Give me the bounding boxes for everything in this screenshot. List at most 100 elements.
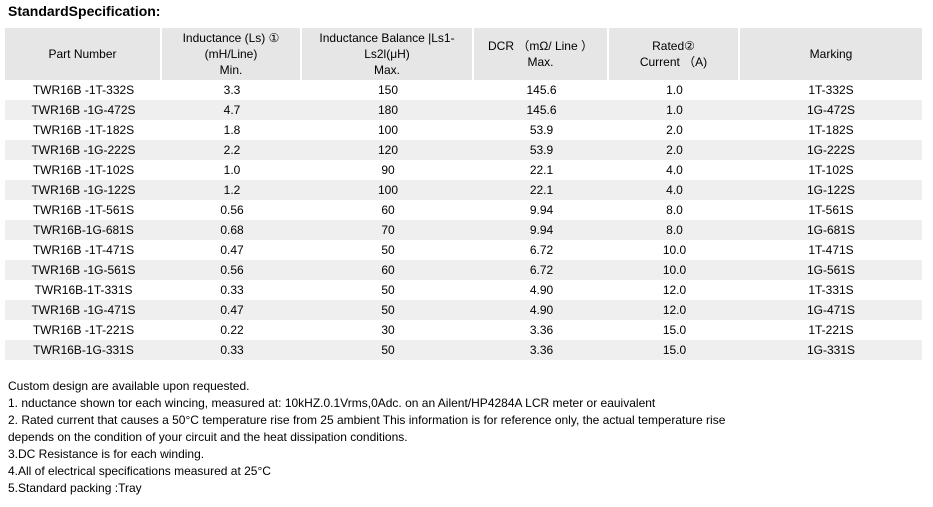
table-cell: 1T-561S [808, 203, 854, 217]
table-row: TWR16B-1T-331S 0.33 50 4.90 12.0 1T-331S [5, 280, 922, 300]
table-cell: 1G-331S [806, 343, 856, 357]
table-cell: 1G-222S [806, 143, 856, 157]
header-cell: Marking [740, 28, 922, 80]
header-line: Ls2l(μH) [364, 47, 410, 61]
table-cell: 12.0 [662, 303, 687, 317]
header-line: Inductance (Ls) ① [182, 31, 280, 45]
table-cell: 4.90 [529, 303, 554, 317]
table-cell: TWR16B -1T-561S [32, 203, 135, 217]
table-cell: 180 [377, 103, 399, 117]
table-cell: 1G-561S [806, 263, 856, 277]
header-line: Current （A) [639, 55, 708, 69]
table-row: TWR16B -1T-182S 1.8 100 53.9 2.0 1T-182S [5, 120, 922, 140]
table-cell: 0.22 [220, 323, 244, 337]
table-cell: 1G-681S [806, 223, 856, 237]
title: StandardSpecification: [8, 3, 161, 19]
header-line: (mH/Line) [204, 47, 258, 61]
table-cell: TWR16B -1T-102S [32, 163, 135, 177]
note-line: 1. nductance shown tor each wincing, mea… [8, 396, 656, 410]
table-cell: 6.72 [529, 243, 554, 257]
table-row: TWR16B -1G-472S 4.7 180 145.6 1.0 1G-472S [5, 100, 922, 120]
table-row: TWR16B -1T-221S 0.22 30 3.36 15.0 1T-221S [5, 320, 922, 340]
table-cell: 1G-472S [806, 103, 856, 117]
table-cell: 2.0 [666, 143, 683, 157]
header-cell: DCR （mΩ/ Line ） Max. [474, 28, 609, 80]
header-line: Part Number [48, 47, 117, 61]
note-line: Custom design are available upon request… [8, 379, 250, 393]
table-cell: TWR16B -1G-222S [31, 143, 136, 157]
table-cell: 120 [377, 143, 399, 157]
table-cell: 9.94 [529, 203, 554, 217]
table-row: TWR16B-1G-331S 0.33 50 3.36 15.0 1G-331S [5, 340, 922, 360]
table-cell: 4.90 [529, 283, 554, 297]
table-cell: 145.6 [526, 103, 557, 117]
table-cell: 60 [381, 203, 395, 217]
table-row: TWR16B-1G-681S 0.68 70 9.94 8.0 1G-681S [5, 220, 922, 240]
header-line: DCR （mΩ/ Line ） [488, 39, 593, 53]
table-cell: 50 [381, 283, 395, 297]
table-cell: 10.0 [662, 263, 687, 277]
table-cell: 145.6 [526, 83, 557, 97]
header-cell: Inductance Balance |Ls1- Ls2l(μH) Max. [302, 28, 474, 80]
note-line: 2. Rated current that causes a 50°C temp… [8, 413, 726, 427]
table-cell: 15.0 [662, 343, 687, 357]
table-cell: 3.3 [223, 83, 241, 97]
table-cell: TWR16B-1G-331S [33, 343, 134, 357]
table-cell: 22.1 [529, 163, 554, 177]
table-row: TWR16B -1G-471S 0.47 50 4.90 12.0 1G-471S [5, 300, 922, 320]
spec-table: Part Number Inductance (Ls) ① (mH/Line) Min… [5, 28, 922, 360]
table-cell: 4.0 [666, 163, 683, 177]
table-cell: 1.0 [223, 163, 241, 177]
table-cell: TWR16B-1G-681S [33, 223, 134, 237]
table-cell: 1T-102S [808, 163, 854, 177]
header-line: Inductance Balance |Ls1- [319, 31, 455, 45]
header-line: Rated② [652, 39, 695, 53]
table-cell: 50 [381, 343, 395, 357]
header-cell: Rated② Current （A) [609, 28, 740, 80]
table-row: TWR16B -1T-332S 3.3 150 145.6 1.0 1T-332S [5, 80, 922, 100]
table-cell: 30 [381, 323, 395, 337]
table-cell: TWR16B -1G-471S [31, 303, 136, 317]
table-cell: 0.47 [220, 303, 244, 317]
table-row: TWR16B -1G-222S 2.2 120 53.9 2.0 1G-222S [5, 140, 922, 160]
note-line: 5.Standard packing :Tray [8, 481, 142, 495]
table-cell: 0.33 [220, 343, 244, 357]
table-cell: 100 [377, 123, 399, 137]
table-cell: 1.2 [223, 183, 241, 197]
table-cell: TWR16B -1G-122S [31, 183, 136, 197]
table-cell: 2.2 [223, 143, 241, 157]
table-cell: 1T-221S [808, 323, 854, 337]
header-cell: Inductance (Ls) ① (mH/Line) Min. [162, 28, 302, 80]
table-cell: 0.33 [220, 283, 244, 297]
table-row: TWR16B -1T-561S 0.56 60 9.94 8.0 1T-561S [5, 200, 922, 220]
table-cell: 1T-182S [808, 123, 854, 137]
table-cell: 22.1 [529, 183, 554, 197]
table-cell: 8.0 [666, 203, 683, 217]
table-cell: 4.0 [666, 183, 683, 197]
table-cell: 0.68 [220, 223, 244, 237]
table-cell: 4.7 [223, 103, 241, 117]
table-cell: 1T-331S [808, 283, 854, 297]
table-cell: 0.47 [220, 243, 244, 257]
table-cell: TWR16B -1G-472S [31, 103, 136, 117]
table-row: TWR16B -1T-471S 0.47 50 6.72 10.0 1T-471S [5, 240, 922, 260]
table-cell: 12.0 [662, 283, 687, 297]
table-cell: TWR16B-1T-331S [34, 283, 133, 297]
table-cell: 1.8 [223, 123, 241, 137]
table-cell: 1T-471S [808, 243, 854, 257]
table-row: TWR16B -1G-561S 0.56 60 6.72 10.0 1G-561S [5, 260, 922, 280]
table-cell: 1T-332S [808, 83, 854, 97]
table-cell: 15.0 [662, 323, 687, 337]
table-cell: 50 [381, 303, 395, 317]
table-cell: 53.9 [529, 123, 554, 137]
header-line: Marking [809, 47, 853, 61]
table-cell: TWR16B -1T-221S [32, 323, 135, 337]
table-cell: 3.36 [529, 323, 554, 337]
table-cell: 150 [377, 83, 399, 97]
header-line: Max. [527, 55, 554, 69]
table-cell: 60 [381, 263, 395, 277]
header-line: Max. [373, 63, 400, 77]
table-cell: 1.0 [666, 83, 683, 97]
table-cell: TWR16B -1T-332S [32, 83, 135, 97]
